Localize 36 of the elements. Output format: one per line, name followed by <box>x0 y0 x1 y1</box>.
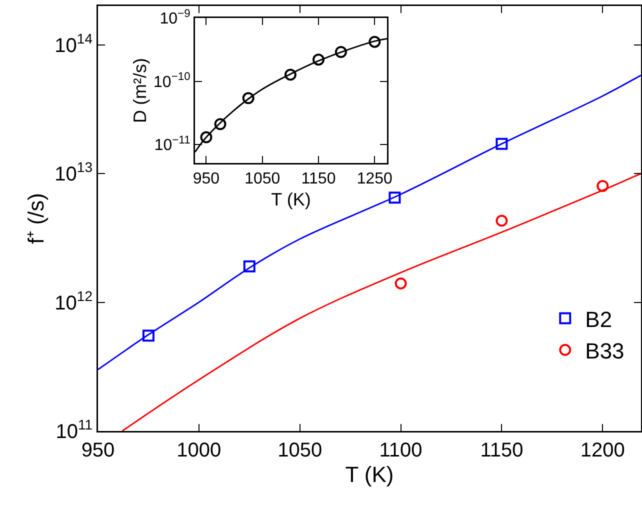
point <box>214 118 226 130</box>
y-tick-label: 10$^{13}$ <box>54 159 93 186</box>
point <box>200 131 212 144</box>
y-tick-label: 10$^{−9}$ <box>160 8 190 28</box>
x-tick-label: 1050 <box>244 170 280 188</box>
point <box>142 330 154 342</box>
point <box>596 180 609 192</box>
x-axis-title: T (K) <box>345 462 394 488</box>
y-tick-label: 10$^{14}$ <box>54 30 93 57</box>
point <box>496 138 508 150</box>
x-tick-label: 1100 <box>379 440 422 462</box>
point <box>242 92 254 104</box>
x-tick-label: 1150 <box>301 170 336 188</box>
point <box>312 54 325 66</box>
legend-label: B2 <box>585 306 612 332</box>
point <box>334 46 347 58</box>
point <box>394 277 407 290</box>
y-tick-label: 10$^{−10}$ <box>154 71 190 91</box>
x-tick-label: 1050 <box>278 440 322 462</box>
point <box>388 192 401 204</box>
x-tick-label: 950 <box>192 170 220 188</box>
point <box>368 36 381 48</box>
y-axis-title: f⁺ (/s) <box>24 193 49 244</box>
legend-label: B33 <box>585 338 624 364</box>
point <box>496 214 508 227</box>
y-tick-label: 10$^{−11}$ <box>154 134 190 154</box>
x-tick-label: 1000 <box>176 440 222 462</box>
y-axis-title: D (m²/s) <box>130 58 150 123</box>
point <box>284 68 296 81</box>
line-series <box>121 172 641 431</box>
x-tick-label: 1150 <box>480 440 524 462</box>
x-tick-label: 1200 <box>580 440 625 462</box>
point <box>243 260 256 272</box>
x-axis-title: T (K) <box>271 190 311 210</box>
x-tick-label: 1250 <box>356 170 393 188</box>
y-tick-label: 10$^{12}$ <box>54 288 93 314</box>
